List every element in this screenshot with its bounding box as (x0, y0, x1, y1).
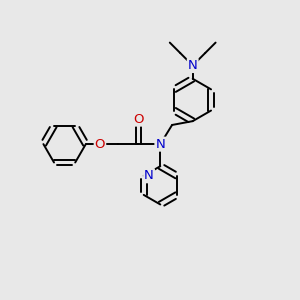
Text: N: N (188, 59, 198, 72)
Text: O: O (95, 138, 105, 151)
Text: N: N (155, 138, 165, 151)
Text: O: O (133, 112, 143, 126)
Text: N: N (144, 169, 154, 182)
